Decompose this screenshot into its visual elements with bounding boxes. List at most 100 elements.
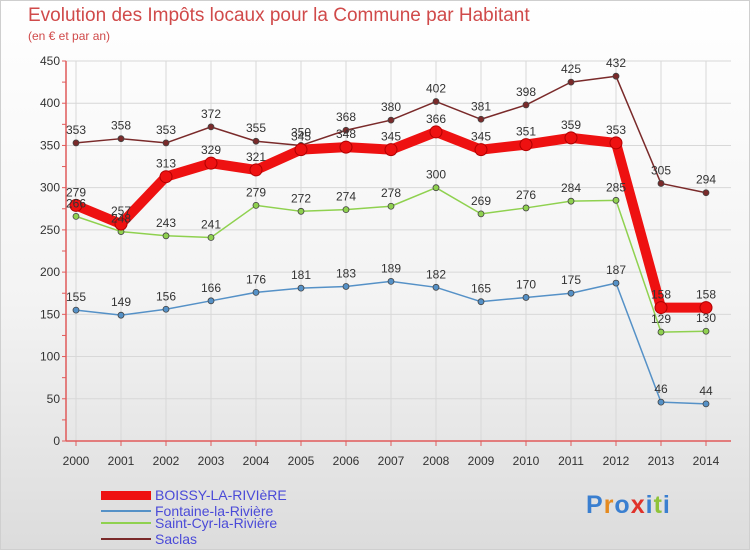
legend-label-saint-cyr: Saint-Cyr-la-Rivière [155, 515, 278, 531]
data-label: 348 [336, 127, 356, 141]
data-label: 279 [246, 185, 266, 199]
x-tick-label: 2004 [243, 454, 270, 468]
data-point [654, 301, 668, 315]
legend-item-saclas: Saclas [101, 531, 197, 547]
data-label: 279 [66, 185, 86, 199]
data-label: 366 [426, 112, 446, 126]
data-point [252, 201, 260, 209]
data-point [657, 180, 665, 187]
data-point [474, 143, 488, 157]
data-point [657, 398, 665, 406]
logo-letter: o [614, 491, 631, 519]
data-label: 278 [381, 186, 401, 200]
data-point [117, 311, 125, 319]
data-point [477, 115, 485, 123]
data-point [432, 98, 440, 105]
legend-swatch-saclas [101, 538, 151, 540]
legend-item-saint-cyr: Saint-Cyr-la-Rivière [101, 515, 277, 531]
data-label: 285 [606, 180, 626, 194]
data-label: 129 [651, 312, 671, 326]
data-label: 187 [606, 263, 626, 277]
data-label: 321 [246, 150, 266, 164]
data-point [72, 212, 80, 220]
data-label: 425 [561, 62, 581, 76]
data-point [252, 137, 260, 145]
x-tick-label: 2010 [513, 454, 540, 468]
data-label: 274 [336, 190, 356, 204]
legend-item-boissy: BOISSY-LA-RIVIèRE [101, 487, 287, 503]
data-label: 182 [426, 267, 446, 281]
data-point [609, 136, 623, 150]
data-label: 170 [516, 277, 536, 291]
logo-letter: i [662, 491, 671, 519]
y-tick-label: 250 [40, 223, 60, 237]
data-point [207, 297, 215, 305]
data-point [297, 284, 305, 292]
data-label: 345 [291, 130, 311, 144]
data-point [207, 234, 215, 241]
data-label: 183 [336, 266, 356, 280]
data-point [387, 277, 395, 285]
x-tick-label: 2002 [153, 454, 180, 468]
data-label: 46 [654, 382, 668, 396]
data-label: 158 [696, 288, 716, 302]
legend-label-saclas: Saclas [155, 531, 198, 547]
data-label: 176 [246, 272, 266, 286]
data-label: 380 [381, 100, 401, 114]
logo-letter: P [586, 491, 604, 519]
data-label: 329 [201, 143, 221, 157]
x-tick-label: 2007 [378, 454, 405, 468]
data-point [297, 207, 305, 215]
data-point [162, 139, 170, 147]
data-label: 402 [426, 82, 446, 96]
logo-letter: r [603, 491, 615, 519]
data-label: 345 [381, 130, 401, 144]
data-point [612, 196, 620, 204]
logo-letter: t [653, 491, 663, 519]
data-label: 358 [111, 119, 131, 133]
y-tick-label: 400 [40, 96, 60, 110]
x-tick-label: 2005 [288, 454, 315, 468]
data-label: 300 [426, 168, 446, 182]
data-label: 155 [66, 290, 86, 304]
data-point [69, 198, 83, 212]
data-label: 156 [156, 289, 176, 303]
data-point [657, 328, 665, 336]
y-tick-label: 150 [40, 307, 60, 321]
data-point [342, 283, 350, 290]
data-point [477, 210, 485, 218]
data-point [429, 125, 443, 139]
data-label: 272 [291, 191, 311, 205]
x-tick-label: 2006 [333, 454, 360, 468]
data-label: 276 [516, 188, 536, 202]
data-label: 381 [471, 99, 491, 113]
data-point [432, 184, 440, 192]
x-tick-label: 2000 [63, 454, 90, 468]
legend-swatch-boissy [101, 490, 151, 500]
data-label: 351 [516, 125, 536, 139]
data-label: 353 [156, 123, 176, 137]
data-point [207, 123, 215, 131]
data-label: 243 [156, 216, 176, 230]
data-point [702, 400, 710, 408]
data-point [702, 327, 710, 335]
data-point [612, 279, 620, 287]
data-point [387, 202, 395, 210]
legend-item-fontaine: Fontaine-la-Rivière [101, 503, 273, 519]
data-point [114, 217, 128, 231]
data-label: 175 [561, 273, 581, 287]
x-tick-label: 2014 [693, 454, 720, 468]
data-label: 257 [111, 204, 131, 218]
x-tick-label: 2008 [423, 454, 450, 468]
data-label: 44 [699, 384, 713, 398]
data-point [567, 197, 575, 205]
data-point [252, 288, 260, 296]
data-label: 353 [606, 123, 626, 137]
y-tick-label: 100 [40, 350, 60, 364]
chart-subtitle: (en € et par an) [28, 29, 111, 43]
legend-swatch-saint-cyr [101, 522, 151, 524]
data-point [384, 143, 398, 157]
data-label: 158 [651, 288, 671, 302]
data-label: 189 [381, 261, 401, 275]
